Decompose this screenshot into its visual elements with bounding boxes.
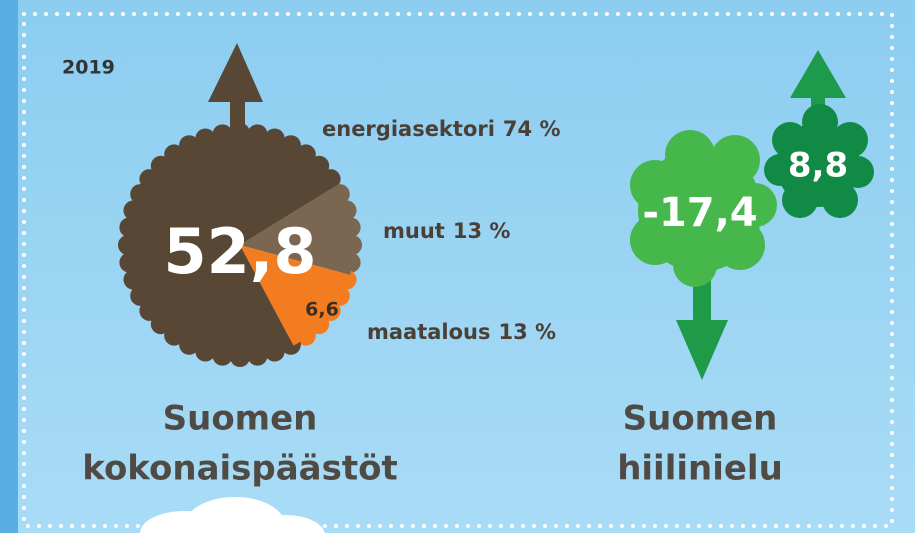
total-value: 52,8: [164, 215, 317, 288]
slice-percent: 13 %: [499, 320, 557, 344]
slice-percent: 13 %: [453, 219, 511, 243]
emissions-title: kokonaispäästöt: [82, 449, 397, 489]
emissions-title: Suomen: [163, 399, 318, 439]
slice-value: 6,6: [305, 299, 339, 321]
slice-name: maatalous: [367, 320, 491, 344]
infographic: 2019 52,8 6,6 Suomen kokonaispäästöt -17…: [0, 0, 915, 533]
sink-title: hiilinielu: [617, 449, 783, 489]
year: 2019: [62, 57, 115, 79]
left-edge: [0, 0, 18, 533]
sink-value: -17,4: [642, 190, 757, 236]
source-value: 8,8: [788, 146, 848, 186]
sink-title: Suomen: [623, 399, 778, 439]
slice-name: muut: [383, 219, 445, 243]
slice-percent: 74 %: [503, 117, 561, 141]
slice-name: energiasektori: [322, 117, 495, 141]
slice-label: maatalous 13 %: [367, 320, 556, 344]
slice-label: energiasektori 74 %: [322, 117, 561, 141]
